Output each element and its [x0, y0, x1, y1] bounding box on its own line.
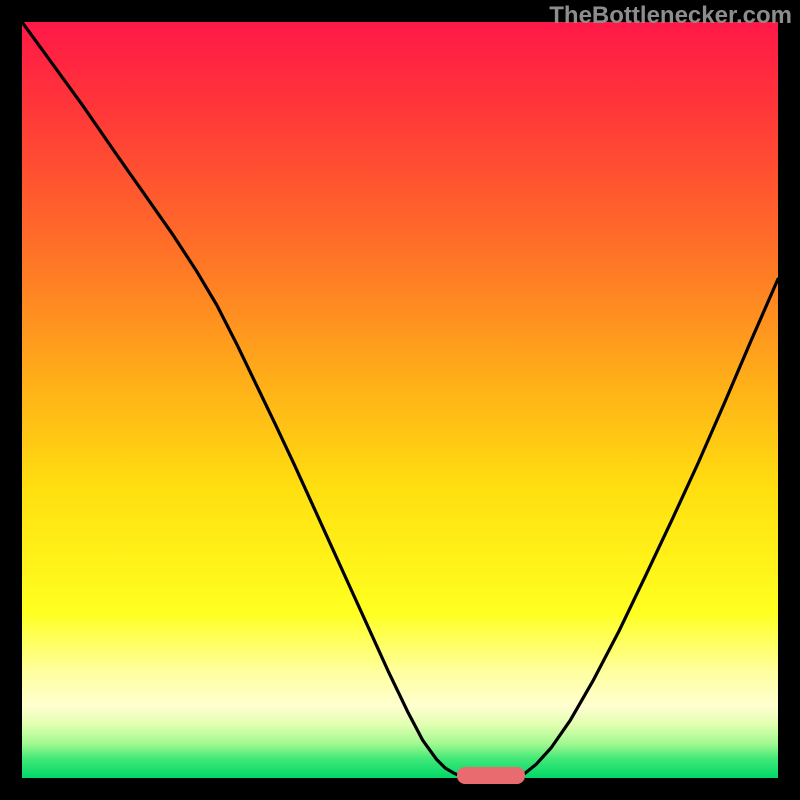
curve-line: [517, 279, 778, 777]
watermark-text: TheBottlenecker.com: [549, 2, 792, 30]
plot-area: [22, 22, 778, 778]
chart-frame: TheBottlenecker.com: [0, 0, 800, 800]
curve-svg: [22, 22, 778, 778]
curve-line: [22, 22, 464, 777]
minimum-marker: [457, 767, 525, 784]
